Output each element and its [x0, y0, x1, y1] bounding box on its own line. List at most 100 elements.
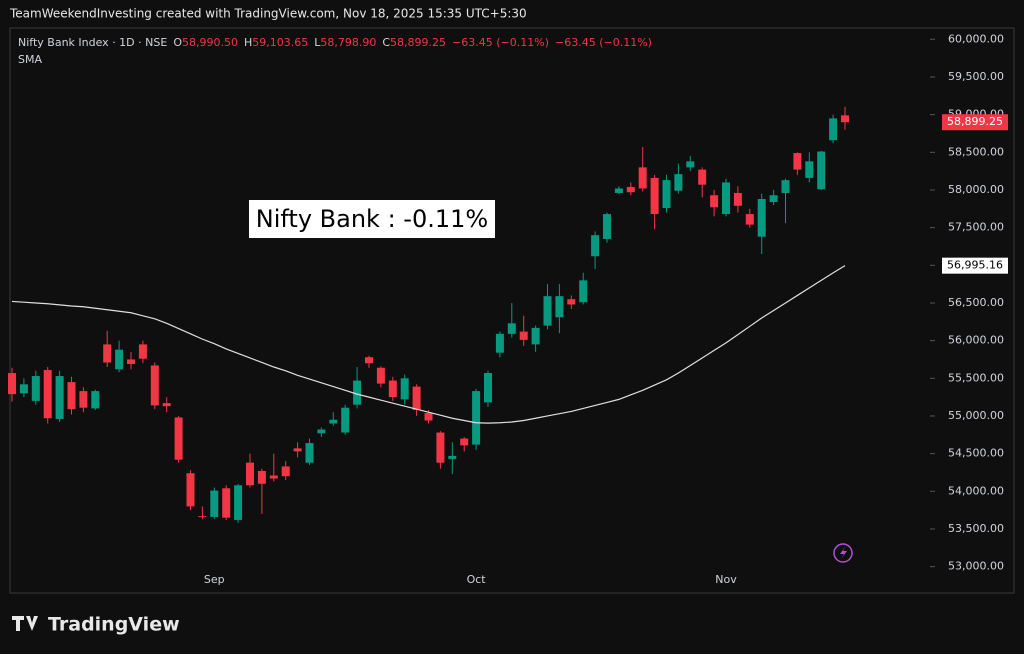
candle-body: [817, 151, 826, 190]
change: −63.45 (−0.11%): [452, 36, 549, 49]
candle-body: [507, 323, 516, 334]
candle-body: [198, 516, 207, 518]
last-price-label: 58,899.25: [947, 115, 1003, 128]
candle-body: [722, 182, 730, 215]
candle-body: [650, 177, 659, 215]
candle-body: [329, 419, 338, 424]
candle-body: [829, 118, 838, 141]
candle-body: [412, 386, 421, 410]
candle-body: [710, 195, 719, 208]
candle-body: [638, 167, 647, 189]
candle-body: [341, 407, 350, 433]
x-tick-label: Sep: [204, 573, 225, 586]
l-prefix: L: [314, 36, 321, 49]
candle-body: [150, 365, 159, 406]
candle-body: [436, 432, 445, 463]
candle-body: [495, 333, 504, 353]
candle-body: [555, 296, 564, 318]
alert-bolt: [840, 547, 847, 559]
candle-body: [365, 357, 373, 364]
candle-body: [448, 455, 457, 459]
y-tick-label: 58,500.00: [948, 145, 1004, 158]
y-tick-label: 55,000.00: [948, 409, 1004, 422]
change: −63.45 (−0.11%): [555, 36, 652, 49]
candle-body: [472, 391, 481, 445]
candle-body: [55, 376, 64, 419]
candle-body: [293, 448, 302, 452]
candle-body: [733, 192, 742, 206]
y-tick-label: 54,000.00: [948, 484, 1004, 497]
open: 58,990.50: [182, 36, 238, 49]
y-tick-label: 54,500.00: [948, 447, 1004, 460]
h-prefix: H: [244, 36, 252, 49]
alert-icon[interactable]: [833, 543, 853, 563]
candle-body: [186, 473, 195, 507]
candle-body: [686, 161, 695, 168]
candle-body: [234, 485, 243, 520]
y-tick-label: 56,500.00: [948, 296, 1004, 309]
candle-body: [317, 429, 326, 434]
indicator-label: SMA: [18, 53, 42, 66]
candle-body: [662, 180, 671, 209]
candle-body: [79, 391, 88, 408]
candle-body: [567, 299, 576, 305]
candle-body: [745, 214, 754, 225]
c-prefix: C: [382, 36, 390, 49]
symbol: Nifty Bank Index · 1D · NSE: [18, 36, 167, 49]
candle-body: [269, 475, 278, 479]
candle-body: [805, 161, 814, 178]
annotation-box: [249, 200, 495, 238]
candle-body: [19, 384, 28, 394]
candle-body: [281, 466, 290, 477]
candle-body: [614, 188, 623, 193]
candle-body: [8, 373, 16, 395]
candle-body: [519, 331, 528, 340]
y-tick-label: 55,500.00: [948, 371, 1004, 384]
y-tick-label: 58,000.00: [948, 183, 1004, 196]
candle-body: [579, 280, 588, 303]
candle-body: [841, 115, 849, 123]
candle-body: [305, 443, 314, 463]
candle-body: [484, 373, 492, 403]
candle-body: [138, 344, 147, 359]
candle-body: [460, 438, 469, 446]
candle-body: [222, 488, 231, 518]
candle-body: [174, 417, 183, 460]
candle-body: [591, 235, 600, 257]
low: 58,798.90: [320, 36, 376, 49]
candle-body: [400, 378, 409, 400]
legend-line: Nifty Bank Index · 1D · NSE O58,990.50 H59…: [18, 36, 652, 49]
last-price-box: [942, 114, 1008, 131]
sma-last-box: [942, 257, 1008, 274]
candle-body: [257, 470, 266, 484]
y-tick-label: 53,000.00: [948, 560, 1004, 573]
annotation: Nifty Bank : -0.11%: [256, 205, 488, 233]
candle-body: [757, 199, 766, 237]
candle-body: [543, 296, 552, 326]
y-tick-label: 59,500.00: [948, 70, 1004, 83]
candle-body: [67, 382, 76, 410]
candle-body: [769, 195, 778, 203]
candle-body: [127, 359, 135, 364]
y-tick-label: 53,500.00: [948, 522, 1004, 535]
candle-body: [91, 391, 100, 409]
brand: TradingView: [48, 614, 180, 636]
candle-body: [626, 186, 635, 193]
candle-body: [115, 349, 124, 370]
candle-body: [353, 380, 362, 405]
candle-body: [424, 412, 433, 421]
candle-body: [246, 462, 254, 486]
close: 58,899.25: [390, 36, 446, 49]
sma-last-label: 56,995.16: [947, 259, 1003, 272]
candle-body: [698, 169, 707, 185]
candle-body: [376, 367, 385, 384]
brand-logo: [12, 616, 38, 631]
candle-body: [103, 344, 112, 363]
candle-body: [674, 174, 683, 191]
y-tick-label: 56,000.00: [948, 334, 1004, 347]
candle-body: [31, 376, 40, 401]
header: TeamWeekendInvesting created with Tradin…: [9, 7, 527, 21]
y-tick-label: 57,500.00: [948, 221, 1004, 234]
